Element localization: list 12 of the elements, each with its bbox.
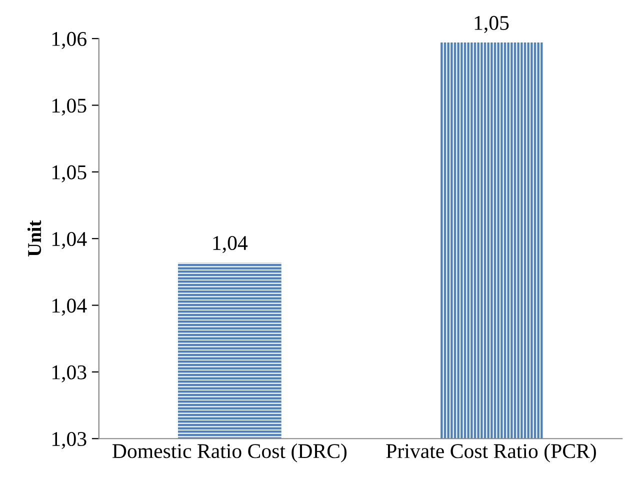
data-label: 1,05 <box>474 16 509 33</box>
y-axis-title: Unit <box>27 220 42 256</box>
y-tick-label: 1,06 <box>52 32 86 49</box>
data-label: 1,04 <box>213 236 248 254</box>
y-tick-label: 1,03 <box>52 432 86 450</box>
x-tick-label: Domestic Ratio Cost (DRC) <box>112 443 347 462</box>
x-tick-label: Private Cost Ratio (PCR) <box>386 443 596 462</box>
y-tick-label: 1,04 <box>52 232 87 250</box>
y-tick-label: 1,05 <box>52 98 86 116</box>
y-tick-label: 1,04 <box>52 298 87 316</box>
y-tick-label: 1,03 <box>52 365 86 382</box>
y-tick-label: 1,05 <box>52 165 86 182</box>
